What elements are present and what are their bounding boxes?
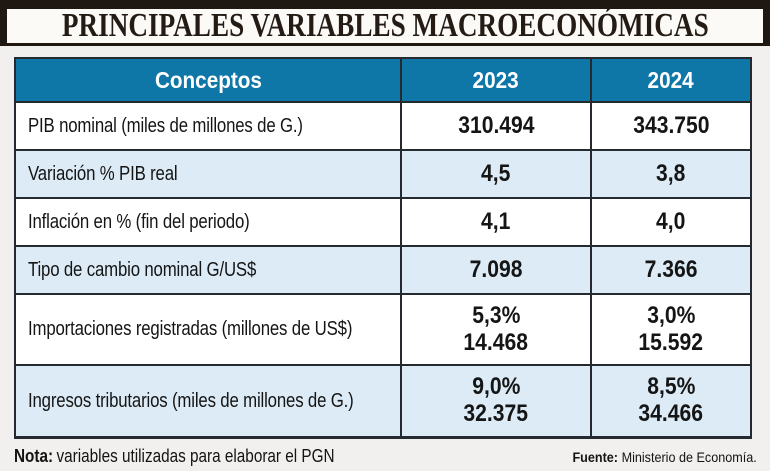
concept-label: Variación % PIB real [28,162,178,185]
value-2023-amount: 14.468 [463,328,529,356]
concept-cell: Variación % PIB real [16,151,400,197]
header-cell-2023: 2023 [400,59,590,101]
value-2023-pct: 9,0% [471,373,521,401]
table-row: Tipo de cambio nominal G/US$ 7.098 7.366 [16,245,750,293]
value-2024-amount: 15.592 [638,328,704,356]
value-2023: 4,1 [481,207,511,235]
value-cell-2023: 4,5 [400,151,590,197]
column-header-label: 2023 [472,66,520,93]
footnote-label: Nota: [14,446,54,466]
value-2024: 7.366 [644,255,698,283]
header-cell-concepts: Conceptos [16,59,400,101]
source-label: Fuente: [572,449,619,465]
table-row: Ingresos tributarios (miles de millones … [16,364,750,436]
value-cell-2024: 8,5% 34.466 [590,366,750,436]
header-cell-2024: 2024 [590,59,750,101]
value-2024-amount: 34.466 [638,400,704,427]
column-header-label: 2024 [647,66,695,93]
concept-label: PIB nominal (miles de millones de G.) [28,114,303,137]
value-cell-2023: 7.098 [400,247,590,293]
value-cell-2024: 7.366 [590,247,750,293]
value-2023: 4,5 [481,159,511,187]
concept-label: Ingresos tributarios (miles de millones … [28,389,354,412]
table-row: Inflación en % (fin del periodo) 4,1 4,0 [16,197,750,245]
macro-variables-table: Conceptos 2023 2024 PIB nominal (miles d… [14,57,752,439]
value-stack: 3,0% 15.592 [634,301,707,357]
footer: Nota: variables utilizadas para elaborar … [14,446,757,467]
value-stack: 9,0% 32.375 [459,373,532,428]
value-2023: 7.098 [469,255,523,283]
title-bar: PRINCIPALES VARIABLES MACROECONÓMICAS [0,0,770,46]
value-cell-2023: 5,3% 14.468 [400,295,590,364]
concept-label: Importaciones registradas (millones de U… [28,318,353,340]
value-cell-2023: 310.494 [400,103,590,149]
value-cell-2023: 4,1 [400,199,590,245]
value-2024-pct: 3,0% [646,301,696,329]
value-2024-pct: 8,5% [646,373,696,401]
value-2024: 4,0 [656,207,686,235]
concept-cell: Importaciones registradas (millones de U… [16,295,400,364]
source-credit: Fuente: Ministerio de Economía. [573,449,757,465]
concept-label: Tipo de cambio nominal G/US$ [28,258,257,281]
source-text: Ministerio de Economía. [621,449,757,465]
value-cell-2024: 3,0% 15.592 [590,295,750,364]
value-2023: 310.494 [457,111,535,139]
table-row: PIB nominal (miles de millones de G.) 31… [16,101,750,149]
concept-cell: PIB nominal (miles de millones de G.) [16,103,400,149]
value-cell-2024: 3,8 [590,151,750,197]
footnote: Nota: variables utilizadas para elaborar … [14,446,335,467]
value-stack: 5,3% 14.468 [459,301,532,357]
column-header-label: Conceptos [154,66,262,93]
concept-cell: Ingresos tributarios (miles de millones … [16,366,400,436]
value-cell-2023: 9,0% 32.375 [400,366,590,436]
value-cell-2024: 343.750 [590,103,750,149]
concept-cell: Inflación en % (fin del periodo) [16,199,400,245]
concept-label: Inflación en % (fin del periodo) [28,210,250,233]
page-title: PRINCIPALES VARIABLES MACROECONÓMICAS [61,7,709,44]
value-2024: 343.750 [632,111,710,139]
value-cell-2024: 4,0 [590,199,750,245]
concept-cell: Tipo de cambio nominal G/US$ [16,247,400,293]
value-2024: 3,8 [656,159,686,187]
footnote-text: variables utilizadas para elaborar el PG… [56,446,335,466]
table-row: Importaciones registradas (millones de U… [16,293,750,364]
table-header-row: Conceptos 2023 2024 [16,59,750,101]
table-row: Variación % PIB real 4,5 3,8 [16,149,750,197]
value-stack: 8,5% 34.466 [634,373,707,428]
value-2023-amount: 32.375 [463,400,529,427]
value-2023-pct: 5,3% [471,301,521,329]
